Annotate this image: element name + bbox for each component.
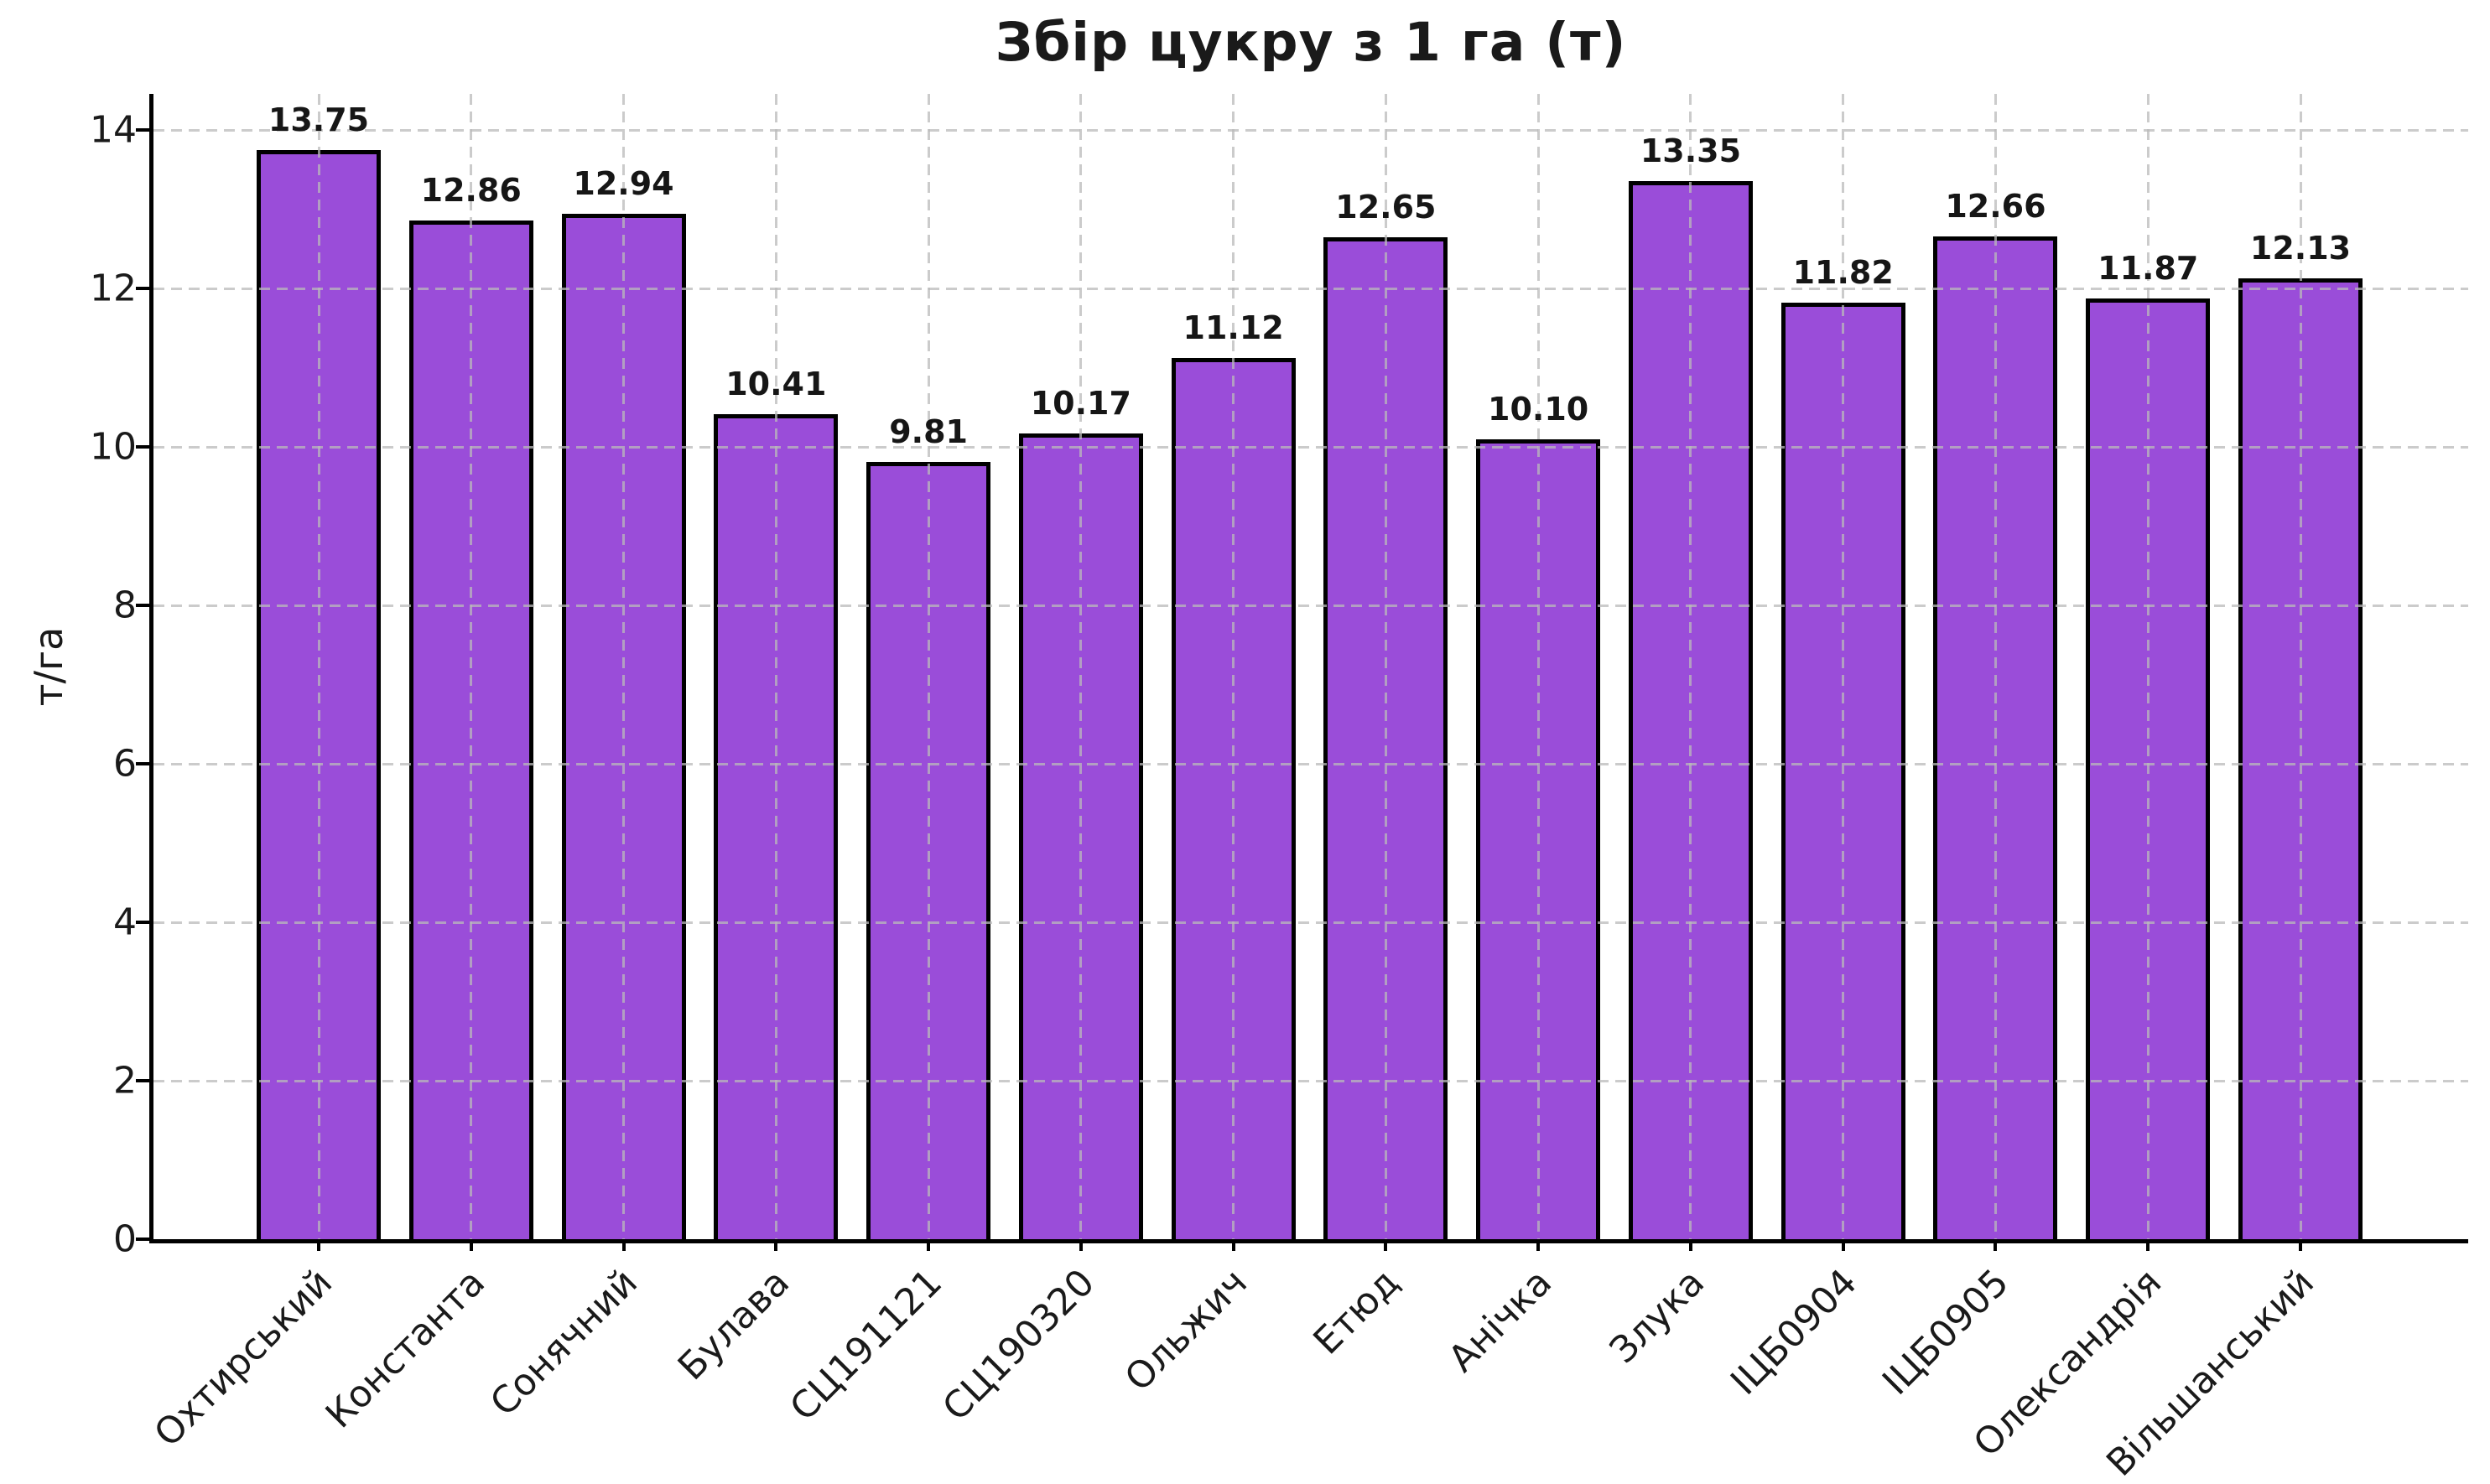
y-tick-mark [136,1238,149,1241]
x-tick-label: ІЦБ0904 [1722,1261,1865,1404]
x-tick-mark [1688,1239,1692,1251]
x-tick-label: СЦ190320 [934,1261,1103,1430]
bar-value-label: 13.75 [268,101,370,138]
y-tick-mark [136,287,149,290]
x-tick-label: Анічка [1440,1261,1561,1381]
y-tick-label: 12 [90,267,137,310]
y-tick-label: 2 [113,1059,137,1103]
x-tick-mark [469,1239,473,1251]
gridline-vertical [2299,94,2302,1239]
x-tick-label: Булава [670,1261,798,1389]
y-tick-label: 4 [113,900,137,944]
y-tick-mark [136,921,149,924]
bar-value-label: 12.66 [1945,187,2046,225]
gridline-horizontal [153,604,2468,607]
gridline-vertical [1842,94,1845,1239]
y-axis-label: т/га [26,626,71,707]
x-tick-mark [1079,1239,1083,1251]
gridline-vertical [1079,94,1083,1239]
x-tick-mark [1841,1239,1845,1251]
bar-value-label: 11.82 [1792,254,1894,292]
x-tick-mark [317,1239,320,1251]
gridline-horizontal [153,287,2468,290]
gridline-vertical [1536,94,1540,1239]
y-tick-mark [136,445,149,449]
gridline-horizontal [153,762,2468,765]
x-tick-label: Етюд [1305,1261,1408,1363]
bar-value-label: 10.41 [725,366,827,403]
x-tick-mark [1231,1239,1235,1251]
x-tick-label: Константа [317,1261,493,1437]
bar-value-label: 10.10 [1488,390,1589,428]
x-tick-label: Злука [1601,1261,1713,1372]
y-tick-mark [136,762,149,765]
bar-value-label: 10.17 [1030,384,1131,422]
x-tick-mark [621,1239,626,1251]
chart-title: Збір цукру з 1 га (т) [995,12,1627,73]
x-tick-mark [927,1239,931,1251]
gridline-vertical [1994,94,1997,1239]
x-tick-mark [774,1239,778,1251]
x-tick-mark [1994,1239,1998,1251]
y-tick-label: 8 [113,584,137,627]
bar-value-label: 11.87 [2098,250,2199,288]
y-tick-mark [136,1079,149,1082]
gridline-horizontal [153,128,2468,132]
bar-value-label: 12.13 [2249,229,2352,267]
y-tick-mark [136,128,149,132]
gridline-horizontal [153,445,2468,449]
y-tick-label: 10 [90,425,137,469]
y-tick-label: 6 [113,742,137,786]
gridline-vertical [2146,94,2150,1239]
y-tick-label: 0 [113,1217,137,1261]
gridline-vertical [1689,94,1692,1239]
gridline-vertical [774,94,777,1239]
x-tick-label: ІЦБ0905 [1874,1261,2018,1404]
gridline-vertical [622,94,626,1239]
gridline-vertical [1232,94,1235,1239]
bar-value-label: 12.94 [573,165,674,203]
bar-value-label: 12.86 [420,171,522,209]
gridline-vertical [1384,94,1387,1239]
y-axis-spine [149,94,153,1243]
gridline-horizontal [153,921,2468,924]
x-tick-label: Ольжич [1116,1261,1255,1400]
x-tick-label: СЦ191121 [782,1261,951,1430]
x-axis-spine [149,1239,2468,1243]
gridline-vertical [927,94,930,1239]
bar-value-label: 12.65 [1335,188,1437,226]
bar-value-label: 13.35 [1640,132,1742,170]
x-tick-mark [1384,1239,1388,1251]
gridline-vertical [317,94,320,1239]
x-tick-label: Охтирський [146,1261,341,1455]
x-tick-label: Сонячний [481,1261,646,1425]
bar-value-label: 9.81 [889,413,968,450]
plot-area: 13.75 12.86 12.94 10.41 9.81 10.17 11.12 12.65 1… [149,94,2468,1243]
x-tick-mark [2299,1239,2302,1251]
gridline-vertical [470,94,473,1239]
y-tick-label: 14 [90,108,137,152]
y-tick-mark [136,604,149,607]
bar-value-label: 11.12 [1183,309,1284,347]
x-tick-mark [1536,1239,1541,1251]
gridline-horizontal [153,1079,2468,1082]
x-tick-mark [2146,1239,2150,1251]
